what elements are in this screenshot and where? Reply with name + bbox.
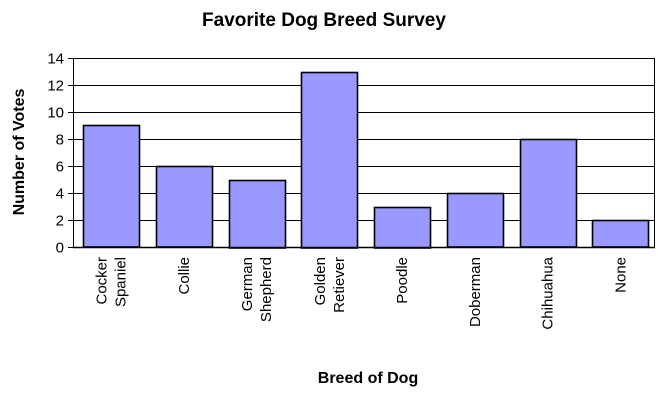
x-category-label: Chihuahua [540, 256, 557, 329]
axes [68, 58, 655, 249]
x-axis-title: Breed of Dog [318, 370, 418, 387]
bars [82, 71, 650, 249]
bar [373, 206, 432, 249]
bar [300, 71, 359, 249]
x-category-label: Doberman [467, 257, 484, 327]
bar [228, 179, 287, 249]
x-category-label: Cocker [94, 257, 111, 305]
bar [155, 165, 214, 248]
x-category-label: Spaniel [113, 257, 130, 307]
y-tick-label: 8 [56, 132, 64, 149]
y-tick-label: 0 [56, 240, 64, 257]
y-tick-label: 10 [47, 105, 64, 122]
y-tick-label: 6 [56, 159, 64, 176]
x-category-label: Collie [176, 257, 193, 295]
bar [446, 192, 505, 248]
y-tick-label: 4 [56, 186, 64, 203]
x-category-label: Poodle [394, 257, 411, 304]
x-category-label: German [239, 257, 256, 311]
x-category-labels: Cocker Spaniel Collie German Shepherd Golden R… [94, 256, 630, 329]
x-category-label: Golden [312, 257, 329, 305]
y-tick-label: 12 [47, 78, 64, 95]
y-axis-title: Number of Votes [11, 88, 28, 215]
x-category-label: None [612, 257, 629, 293]
bar [591, 219, 650, 248]
bar [519, 138, 578, 248]
x-category-label: Retiever [331, 257, 348, 313]
y-tick-labels: 0 2 4 6 8 10 12 14 [47, 51, 64, 257]
y-tick-label: 2 [56, 213, 64, 230]
x-category-label: Shepherd [258, 257, 275, 322]
y-tick-label: 14 [47, 51, 64, 68]
chart-title: Favorite Dog Breed Survey [202, 10, 446, 31]
bar [82, 124, 141, 248]
